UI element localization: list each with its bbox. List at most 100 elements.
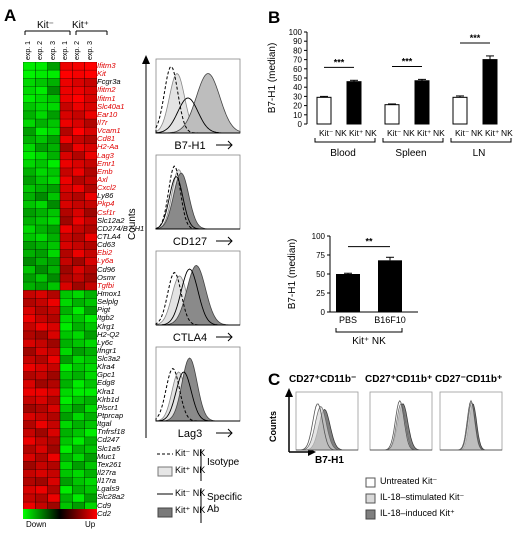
heatmap-cell (47, 119, 61, 128)
heatmap-cell (60, 119, 73, 128)
heatmap-cell (84, 388, 97, 397)
y-tick-label: 50 (293, 74, 302, 83)
heatmap-cell (60, 477, 73, 487)
heatmap-cell (35, 298, 48, 307)
y-tick-label: 70 (293, 56, 302, 65)
heatmap-cell (47, 265, 61, 275)
heatmap-cell (72, 371, 85, 381)
heatmap-cell (60, 233, 73, 242)
heatmap-cell (60, 192, 73, 201)
heatmap-cell (35, 257, 48, 267)
heatmap-cell (60, 347, 73, 356)
gene-name: Ear10 (97, 109, 118, 119)
gene-name: Klra1 (97, 386, 115, 396)
x-category-label: Kit⁺ (417, 128, 432, 138)
x-category-label: NK (365, 128, 377, 138)
heatmap-cell (23, 461, 36, 470)
heatmap-cell (47, 184, 61, 193)
gene-name: Kit (97, 69, 106, 79)
heatmap-cell (72, 363, 85, 372)
gene-name: Klra4 (97, 362, 115, 372)
heatmap-cell (84, 290, 97, 299)
heatmap-cell (60, 78, 73, 87)
heatmap-cell (35, 469, 48, 478)
experiment-label: exp. 3 (86, 40, 94, 60)
x-category-label: PBS (339, 315, 357, 325)
y-tick-label: 100 (312, 232, 326, 241)
heatmap-cell (60, 86, 73, 95)
y-axis-label: B7-H1 (median) (287, 239, 298, 310)
gene-list: Ifitm3 Kit Fcgr3a Ifitm2 Ifitm1 Slc40a1 Ear10 I… (97, 61, 144, 518)
heatmap-cell (84, 453, 97, 462)
heatmap-cell (84, 208, 97, 218)
heatmap-cell (47, 62, 61, 71)
heatmap-cell (60, 502, 73, 511)
x-category-label: Kit⁻ (319, 128, 334, 138)
gene-name: Klrg1 (97, 321, 115, 331)
heatmap-cell (84, 493, 97, 503)
gene-name: Ifitm3 (97, 61, 116, 70)
heatmap-cell (84, 298, 97, 307)
heatmap-cell (23, 485, 36, 495)
gene-name: Muc1 (97, 451, 116, 461)
heatmap-cell (47, 151, 61, 161)
heatmap-cell (35, 208, 48, 218)
heatmap-cell (35, 396, 48, 405)
heatmap-cell (35, 102, 48, 112)
heatmap-cell (23, 86, 36, 95)
heatmap-cell (60, 282, 73, 291)
heatmap-cell (23, 330, 36, 340)
heatmap-cell (23, 176, 36, 185)
heatmap-cell (23, 143, 36, 152)
heatmap-cell (84, 330, 97, 340)
heatmap-cell (47, 135, 61, 144)
gene-name: Fcgr3a (97, 77, 121, 87)
heatmap-cell (23, 347, 36, 356)
heatmap-cell (84, 347, 97, 356)
heatmap-cell (47, 469, 61, 478)
gene-name: Pigt (97, 305, 111, 315)
heatmap-cell (72, 388, 85, 397)
gene-name: Cd63 (97, 240, 116, 250)
color-scale-bar (23, 509, 97, 519)
gene-name: Emr1 (97, 158, 116, 168)
heatmap-cell (72, 225, 85, 234)
heatmap-cell (72, 493, 85, 503)
heatmap-cell (84, 225, 97, 234)
heatmap-cell (23, 151, 36, 161)
gene-name: Slc28a2 (97, 492, 125, 502)
heatmap-cell (72, 167, 85, 177)
heatmap-cell (72, 94, 85, 104)
heatmap-cell (84, 502, 97, 511)
heatmap-cell (47, 110, 61, 120)
heatmap-cell (23, 192, 36, 201)
bar-kit-pos (346, 81, 362, 125)
heatmap-cell (60, 110, 73, 120)
panel-c-histogram (369, 391, 433, 451)
heatmap-cell (72, 330, 85, 340)
heatmap-cell (60, 396, 73, 405)
heatmap-cell (84, 436, 97, 446)
heatmap-cell (84, 339, 97, 348)
heatmap-cell (47, 241, 61, 250)
heatmap-cell (84, 257, 97, 267)
heatmap-cell (47, 461, 61, 470)
heatmap-cell (60, 273, 73, 283)
heatmap-cell (47, 388, 61, 397)
heatmap-cell (23, 184, 36, 193)
heatmap-cell (47, 143, 61, 152)
heatmap-cell (47, 412, 61, 421)
experiment-label: exp. 1 (61, 40, 69, 60)
gene-name: H2-Aa (97, 142, 119, 152)
heatmap-cell (72, 469, 85, 478)
heatmap-cell (35, 322, 48, 332)
heatmap-cell (84, 363, 97, 372)
heatmap-cell (84, 135, 97, 144)
heatmap-cell (47, 176, 61, 185)
heatmap-cell (72, 102, 85, 112)
experiment-label: exp. 2 (74, 40, 82, 60)
heatmap-cell (35, 477, 48, 487)
x-category-label: NK (471, 128, 483, 138)
heatmap-cell (72, 502, 85, 511)
gene-name: Il7r (97, 117, 108, 127)
